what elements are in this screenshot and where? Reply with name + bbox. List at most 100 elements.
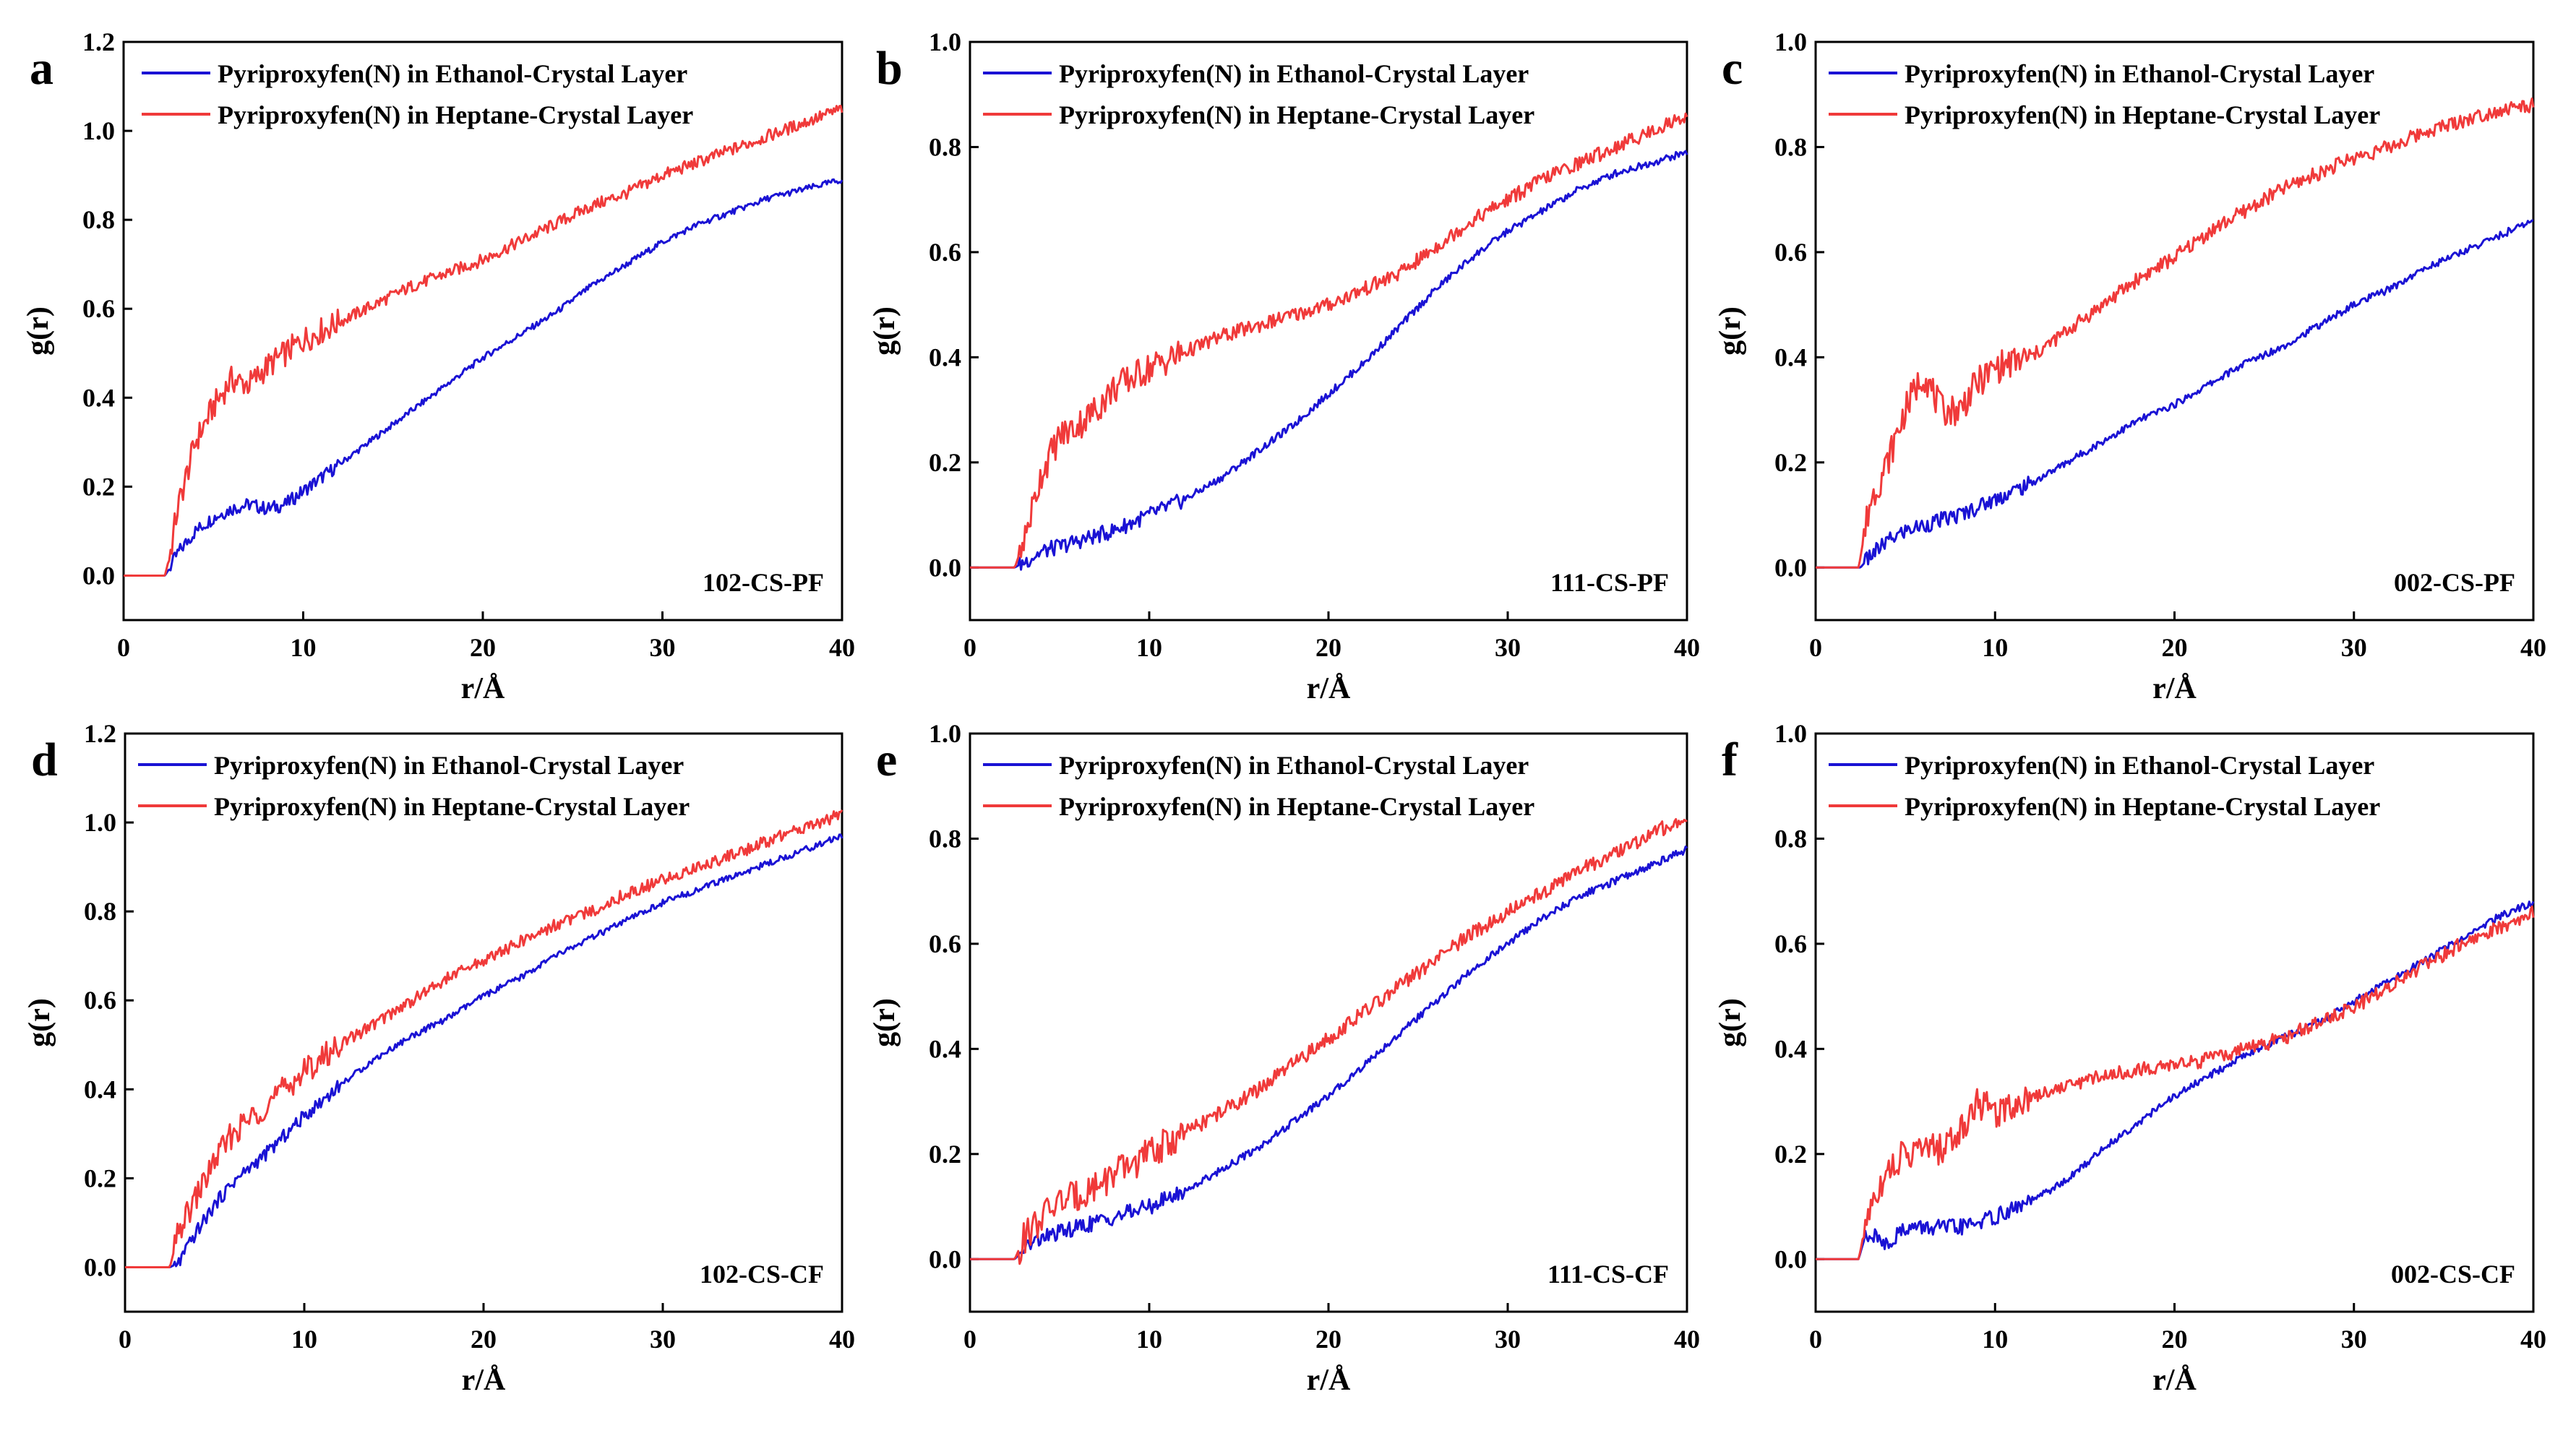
x-tick-label: 20 <box>471 1325 497 1354</box>
y-tick-label: 0.4 <box>82 383 115 412</box>
y-tick-label: 1.0 <box>1774 27 1807 56</box>
y-tick-label: 0.2 <box>82 472 115 501</box>
chart-panel-c: 0 10 20 30 40 0.0 0.2 0.4 0.6 0.8 1.0 r/Å g(r) c Pyrip… <box>1714 27 2546 705</box>
panel-letter: a <box>30 42 53 95</box>
legend-label: Pyriproxyfen(N) in Heptane-Crystal Layer <box>1059 792 1534 821</box>
panel-annotation: 102-CS-PF <box>703 568 824 597</box>
y-tick-label: 0.6 <box>1774 929 1807 958</box>
y-tick-label: 1.2 <box>84 719 116 748</box>
x-tick-label: 40 <box>829 1325 855 1354</box>
y-tick-label: 0.8 <box>82 205 115 234</box>
x-tick-label: 40 <box>2520 1325 2546 1354</box>
y-tick-label: 0.8 <box>929 132 961 161</box>
y-tick-label: 0.4 <box>929 1034 961 1063</box>
legend-label: Pyriproxyfen(N) in Ethanol-Crystal Layer <box>1905 751 2374 780</box>
y-tick-label: 0.4 <box>1774 1034 1807 1063</box>
y-axis-label: g(r) <box>1714 306 1747 356</box>
y-tick-label: 0.0 <box>929 1244 961 1273</box>
x-tick-label: 40 <box>1674 1325 1700 1354</box>
x-tick-label: 20 <box>2162 1325 2188 1354</box>
y-tick-label: 0.4 <box>929 343 961 371</box>
panel-letter: f <box>1722 734 1738 786</box>
x-tick-label: 30 <box>1495 633 1521 662</box>
y-tick-label: 1.0 <box>1774 719 1807 748</box>
legend-label: Pyriproxyfen(N) in Ethanol-Crystal Layer <box>1059 751 1529 780</box>
panel-annotation: 002-CS-PF <box>2394 568 2515 597</box>
legend-label: Pyriproxyfen(N) in Heptane-Crystal Layer <box>1905 100 2380 129</box>
y-tick-label: 0.8 <box>1774 824 1807 853</box>
x-tick-label: 0 <box>1809 1325 1822 1354</box>
x-tick-label: 10 <box>1982 633 2008 662</box>
legend-label: Pyriproxyfen(N) in Ethanol-Crystal Layer <box>218 59 687 88</box>
x-axis-label: r/Å <box>2152 1364 2197 1397</box>
y-tick-label: 0.8 <box>84 897 116 926</box>
y-tick-label: 0.6 <box>929 238 961 267</box>
chart-panel-a: 0 10 20 30 40 0.0 0.2 0.4 0.6 0.8 1.0 1.2 r/Å g(r) a Py… <box>22 27 855 705</box>
panel-letter: b <box>876 42 903 95</box>
series-line-ethanol <box>970 846 1688 1260</box>
legend-label: Pyriproxyfen(N) in Heptane-Crystal Layer <box>218 100 693 129</box>
y-axis-label: g(r) <box>868 998 901 1047</box>
y-tick-label: 0.4 <box>1774 343 1807 371</box>
x-tick-label: 0 <box>963 1325 976 1354</box>
x-tick-label: 10 <box>1982 1325 2008 1354</box>
chart-panel-b: 0 10 20 30 40 0.0 0.2 0.4 0.6 0.8 1.0 r/Å g(r) b Pyrip… <box>868 27 1700 705</box>
y-axis-label: g(r) <box>868 306 901 356</box>
y-tick-label: 0.0 <box>82 561 115 590</box>
x-tick-label: 20 <box>2162 633 2188 662</box>
x-tick-label: 30 <box>650 633 676 662</box>
y-tick-label: 1.0 <box>929 27 961 56</box>
y-tick-label: 0.2 <box>929 1140 961 1169</box>
x-tick-label: 40 <box>2520 633 2546 662</box>
series-line-ethanol <box>124 178 843 577</box>
panel-annotation: 111-CS-PF <box>1550 568 1669 597</box>
y-axis-label: g(r) <box>1714 998 1747 1047</box>
legend-label: Pyriproxyfen(N) in Ethanol-Crystal Layer <box>1059 59 1529 88</box>
x-tick-label: 30 <box>2341 1325 2367 1354</box>
y-tick-label: 0.6 <box>929 929 961 958</box>
y-tick-label: 1.0 <box>82 116 115 145</box>
y-tick-label: 0.0 <box>84 1252 116 1281</box>
y-tick-label: 0.2 <box>1774 448 1807 477</box>
x-axis-label: r/Å <box>462 1364 506 1397</box>
y-tick-label: 0.0 <box>929 553 961 582</box>
legend-label: Pyriproxyfen(N) in Heptane-Crystal Layer <box>214 792 690 821</box>
x-tick-label: 0 <box>119 1325 132 1354</box>
panel-letter: c <box>1722 42 1743 95</box>
y-tick-label: 0.6 <box>82 294 115 323</box>
y-tick-label: 1.0 <box>84 808 116 837</box>
series-line-heptane <box>125 809 843 1268</box>
series-line-heptane <box>970 818 1688 1265</box>
y-tick-label: 0.8 <box>929 824 961 853</box>
x-axis-label: r/Å <box>2152 672 2197 705</box>
x-tick-label: 10 <box>1136 1325 1162 1354</box>
x-axis-label: r/Å <box>461 672 505 705</box>
chart-panel-d: 0 10 20 30 40 0.0 0.2 0.4 0.6 0.8 1.0 1.2 r/Å g(r) d Py… <box>23 719 855 1397</box>
series-line-ethanol <box>1816 900 2535 1260</box>
panel-annotation: 002-CS-CF <box>2391 1260 2515 1289</box>
y-tick-label: 0.0 <box>1774 553 1807 582</box>
x-tick-label: 10 <box>291 1325 317 1354</box>
y-tick-label: 0.2 <box>84 1164 116 1192</box>
series-line-heptane <box>970 112 1688 569</box>
x-tick-label: 30 <box>650 1325 676 1354</box>
legend-label: Pyriproxyfen(N) in Ethanol-Crystal Layer <box>214 751 684 780</box>
x-tick-label: 30 <box>1495 1325 1521 1354</box>
x-tick-label: 40 <box>829 633 855 662</box>
y-axis-label: g(r) <box>23 998 56 1047</box>
x-tick-label: 0 <box>963 633 976 662</box>
panel-annotation: 102-CS-CF <box>700 1260 824 1289</box>
series-line-heptane <box>1816 97 2535 569</box>
y-tick-label: 0.4 <box>84 1075 116 1104</box>
panel-annotation: 111-CS-CF <box>1547 1260 1669 1289</box>
panel-letter: d <box>31 734 58 786</box>
y-tick-label: 0.6 <box>1774 238 1807 267</box>
y-tick-label: 0.2 <box>929 448 961 477</box>
x-tick-label: 20 <box>470 633 496 662</box>
x-tick-label: 20 <box>1315 633 1341 662</box>
y-axis-label: g(r) <box>22 306 55 356</box>
chart-panel-e: 0 10 20 30 40 0.0 0.2 0.4 0.6 0.8 1.0 r/Å g(r) e Pyrip… <box>868 719 1700 1397</box>
chart-panel-f: 0 10 20 30 40 0.0 0.2 0.4 0.6 0.8 1.0 r/Å g(r) f Pyrip… <box>1714 719 2546 1397</box>
x-tick-label: 20 <box>1315 1325 1341 1354</box>
